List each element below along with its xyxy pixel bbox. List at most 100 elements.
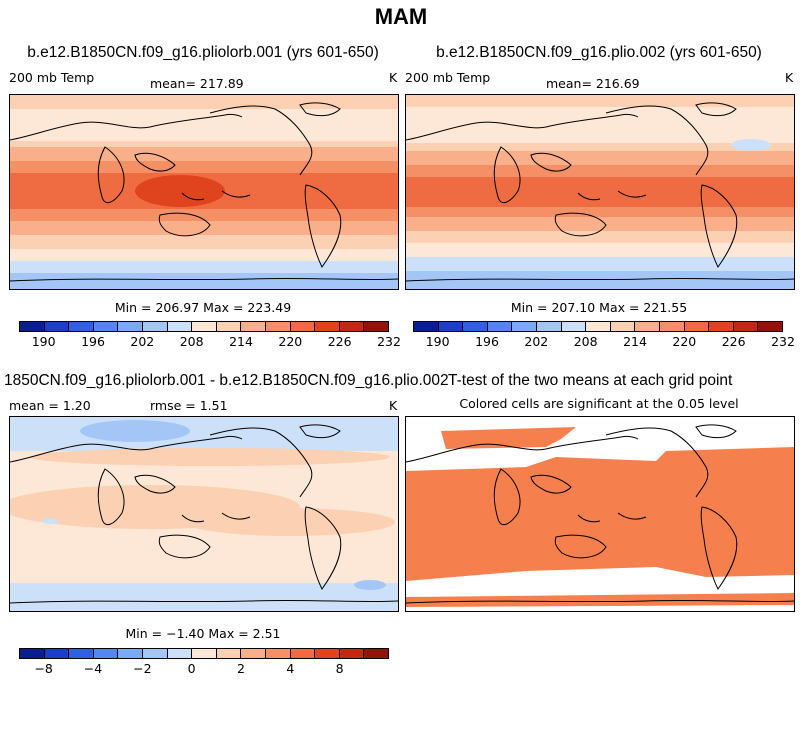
colorbar-swatch — [364, 322, 388, 331]
colorbar-swatch — [561, 322, 587, 331]
colorbar-swatch — [512, 322, 537, 331]
panel3-title: 1850CN.f09_g16.pliolorb.001 - b.e12.B185… — [4, 372, 449, 389]
colorbar-tick-label: 208 — [179, 334, 204, 349]
panel2-units-label: K — [785, 70, 794, 85]
panel1-left-label: 200 mb Temp — [9, 70, 95, 85]
colorbar-swatch — [414, 322, 439, 331]
panel1-minmax: Min = 206.97 Max = 223.49 — [114, 300, 292, 315]
panel3-rmse-label: rmse = 1.51 — [150, 398, 228, 413]
colorbar-tick-label: 226 — [327, 334, 352, 349]
panel1-map — [9, 94, 399, 290]
panel3-mean-label: mean = 1.20 — [9, 398, 91, 413]
colorbar-tick-label: 4 — [286, 661, 295, 676]
colorbar-swatch — [69, 322, 94, 331]
panel1-title: b.e12.B1850CN.f09_g16.pliolorb.001 (yrs … — [27, 44, 379, 61]
colorbar-tick-label: 196 — [475, 334, 499, 349]
colorbar-tick-label: 220 — [672, 334, 697, 349]
panel4-map — [405, 416, 795, 612]
colorbar-tick-label: −2 — [133, 661, 152, 676]
colorbar-swatch — [290, 322, 316, 331]
panel1-colorbar — [19, 321, 389, 332]
colorbar-swatch — [167, 649, 193, 658]
colorbar-tick-label: 196 — [81, 334, 105, 349]
colorbar-swatch — [192, 322, 217, 331]
colorbar-tick-label: −8 — [34, 661, 53, 676]
colorbar-swatch — [733, 322, 759, 331]
panel3-colorbar-ticks: −8 −4 −2 0 2 4 8 — [19, 661, 389, 677]
colorbar-tick-label: 226 — [721, 334, 746, 349]
colorbar-tick-label: 0 — [187, 661, 196, 676]
panel2-left-label: 200 mb Temp — [405, 70, 491, 85]
colorbar-swatch — [290, 649, 316, 658]
colorbar-swatch — [339, 649, 365, 658]
colorbar-swatch — [192, 649, 217, 658]
colorbar-swatch — [167, 322, 193, 331]
panel4-field — [406, 417, 794, 611]
colorbar-tick-label: 202 — [524, 334, 549, 349]
colorbar-swatch — [265, 322, 291, 331]
colorbar-swatch — [364, 649, 388, 658]
panel2-title: b.e12.B1850CN.f09_g16.plio.002 (yrs 601-… — [436, 44, 762, 61]
colorbar-swatch — [142, 322, 168, 331]
panel2-map — [405, 94, 795, 290]
colorbar-swatch — [315, 322, 340, 331]
panel1-field — [10, 95, 398, 289]
panel3-colorbar — [19, 648, 389, 659]
colorbar-tick-label: 232 — [377, 334, 401, 349]
colorbar-tick-label: 190 — [425, 334, 450, 349]
colorbar-tick-label: 214 — [623, 334, 647, 349]
colorbar-swatch — [20, 322, 45, 331]
panel2-minmax: Min = 207.10 Max = 221.55 — [510, 300, 688, 315]
colorbar-swatch — [339, 322, 365, 331]
colorbar-swatch — [216, 322, 242, 331]
colorbar-swatch — [241, 322, 266, 331]
panel4-subtitle: Colored cells are significant at the 0.0… — [459, 396, 739, 411]
panel3-units-label: K — [389, 398, 398, 413]
colorbar-tick-label: 232 — [771, 334, 795, 349]
colorbar-swatch — [709, 322, 734, 331]
panel3-minmax: Min = −1.40 Max = 2.51 — [125, 626, 281, 641]
colorbar-swatch — [586, 322, 611, 331]
colorbar-swatch — [44, 322, 70, 331]
colorbar-swatch — [118, 322, 143, 331]
panel2-colorbar — [413, 321, 783, 332]
colorbar-tick-label: 214 — [229, 334, 253, 349]
colorbar-swatch — [93, 322, 119, 331]
colorbar-tick-label: −4 — [83, 661, 103, 676]
panel2-colorbar-ticks: 190 196 202 208 214 220 226 232 — [413, 334, 795, 350]
colorbar-swatch — [684, 322, 710, 331]
colorbar-swatch — [315, 649, 340, 658]
colorbar-tick-label: 202 — [130, 334, 155, 349]
panel4-title: T-test of the two means at each grid poi… — [448, 372, 733, 389]
panel2-field — [406, 95, 794, 289]
colorbar-tick-label: 220 — [278, 334, 303, 349]
colorbar-swatch — [241, 649, 266, 658]
colorbar-swatch — [44, 649, 70, 658]
colorbar-swatch — [659, 322, 685, 331]
colorbar-tick-label: 2 — [237, 661, 245, 676]
colorbar-swatch — [438, 322, 464, 331]
colorbar-swatch — [93, 649, 119, 658]
colorbar-swatch — [20, 649, 45, 658]
colorbar-swatch — [536, 322, 562, 331]
colorbar-swatch — [463, 322, 488, 331]
colorbar-swatch — [610, 322, 636, 331]
panel1-units-label: K — [389, 70, 398, 85]
colorbar-swatch — [635, 322, 660, 331]
panel3-field — [10, 417, 398, 611]
panel1-colorbar-ticks: 190 196 202 208 214 220 226 232 — [19, 334, 401, 350]
figure-title: MAM — [374, 4, 428, 29]
colorbar-tick-label: 190 — [31, 334, 56, 349]
colorbar-swatch — [142, 649, 168, 658]
colorbar-swatch — [69, 649, 94, 658]
colorbar-swatch — [265, 649, 291, 658]
colorbar-tick-label: 208 — [573, 334, 598, 349]
colorbar-swatch — [216, 649, 242, 658]
colorbar-swatch — [758, 322, 782, 331]
panel3-map — [9, 416, 399, 612]
colorbar-swatch — [118, 649, 143, 658]
colorbar-tick-label: 8 — [335, 661, 344, 676]
panel1-mean-label: mean= 217.89 — [150, 76, 244, 91]
panel2-mean-label: mean= 216.69 — [546, 76, 640, 91]
colorbar-swatch — [487, 322, 513, 331]
